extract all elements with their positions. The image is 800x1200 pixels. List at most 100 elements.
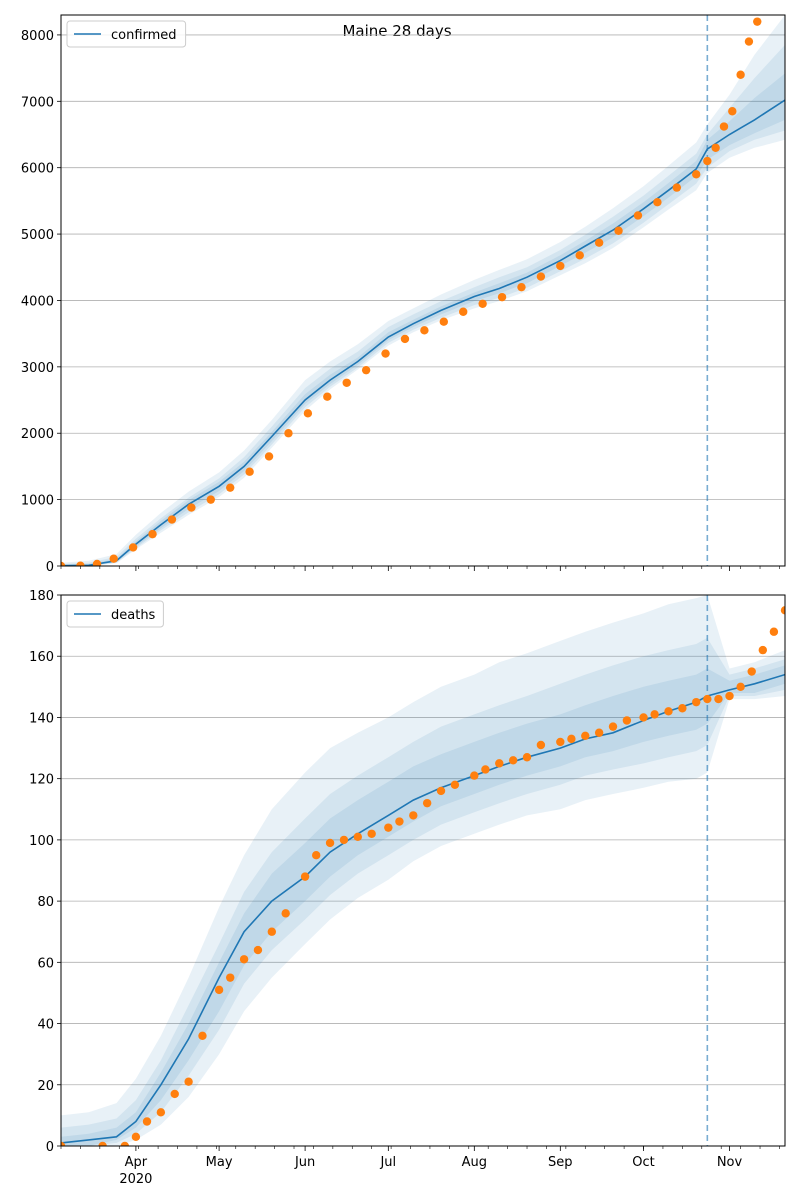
observed-point [339, 835, 349, 845]
uncertainty-band [61, 665, 785, 1146]
observed-point [109, 554, 118, 563]
x-tick-label: Aug [462, 1155, 487, 1170]
observed-point [736, 682, 745, 692]
y-tick-label: 6000 [21, 162, 54, 177]
observed-point [76, 561, 85, 566]
observed-point [633, 211, 643, 220]
observed-point [692, 697, 701, 707]
observed-point [206, 495, 215, 504]
observed-point [367, 829, 376, 838]
y-tick-label: 0 [46, 560, 54, 575]
x-tick-label: Nov [717, 1155, 743, 1170]
y-tick-label: 3000 [21, 361, 54, 376]
y-tick-label: 1000 [21, 494, 54, 509]
legend-label: deaths [111, 608, 156, 623]
y-tick-label: 4000 [21, 294, 54, 309]
observed-point [439, 317, 449, 326]
observed-point [303, 409, 313, 418]
observed-point [312, 850, 321, 860]
observed-point [522, 753, 532, 762]
observed-point [567, 734, 576, 744]
observed-point [581, 731, 590, 741]
confirmed-panel: 0 1000 2000 3000 4000 5000 6000 7000 8000 confirm… [21, 14, 786, 575]
observed-point [353, 832, 363, 842]
observed-point [747, 667, 756, 676]
y-tick-label: 140 [29, 711, 54, 726]
observed-point [281, 909, 290, 918]
x-tick-label: May [206, 1155, 233, 1170]
x-tick-label: Oct [632, 1155, 654, 1170]
observed-point [409, 811, 418, 820]
observed-point [264, 452, 274, 461]
deaths-panel: 0 20 40 60 80 100 120 140 160 180 Apr 2020 May Jun Jul… [29, 589, 786, 1187]
observed-point [342, 378, 351, 387]
observed-point [142, 1117, 152, 1126]
observed-point [728, 107, 737, 116]
observed-point [594, 238, 604, 247]
y-tick-label: 8000 [21, 29, 54, 44]
y-tick-label: 100 [29, 834, 54, 849]
observed-point [556, 737, 565, 747]
observed-point [422, 798, 432, 808]
uncertainty-band [61, 637, 785, 1146]
observed-point [711, 143, 720, 152]
observed-point [323, 392, 332, 401]
observed-point [744, 37, 754, 46]
y-tick-label: 60 [37, 956, 54, 971]
observed-point [594, 728, 604, 737]
x-tick-label: Sep [548, 1155, 573, 1170]
observed-point [214, 985, 224, 995]
observed-point [714, 694, 723, 704]
x-tick-sublabel: 2020 [119, 1172, 152, 1187]
legend: confirmed [66, 20, 187, 48]
observed-point [758, 645, 768, 655]
observed-point [245, 467, 254, 476]
observed-point [436, 786, 446, 796]
observed-point [395, 817, 404, 826]
legend-box [66, 600, 164, 628]
observed-point [239, 955, 249, 964]
observed-point [703, 156, 712, 166]
observed-point [300, 872, 310, 881]
y-tick-label: 80 [37, 895, 54, 910]
observed-point [170, 1089, 179, 1099]
observed-point [650, 710, 659, 719]
observed-point [226, 483, 235, 492]
observed-point [450, 780, 460, 789]
x-tick-label: Apr [125, 1155, 148, 1170]
observed-point [167, 515, 177, 524]
observed-point [128, 543, 138, 552]
observed-point [156, 1108, 166, 1117]
observed-point [508, 756, 518, 765]
observed-point [653, 198, 662, 207]
axes-frame [60, 14, 786, 567]
y-tick-label: 40 [37, 1018, 54, 1033]
y-tick-label: 7000 [21, 95, 54, 110]
observed-point [400, 334, 410, 344]
observed-point [672, 183, 682, 192]
observed-point [736, 70, 745, 79]
legend-box [66, 20, 187, 48]
plot-area [61, 15, 785, 566]
observed-point [61, 1141, 66, 1146]
y-tick-label: 20 [37, 1079, 54, 1094]
figure-title: Maine 28 days [342, 22, 451, 40]
observed-point [780, 606, 785, 615]
observed-point [148, 529, 157, 539]
observed-point [622, 716, 632, 725]
uncertainty-band [61, 595, 785, 1146]
observed-point [120, 1141, 129, 1146]
legend: deaths [66, 600, 164, 628]
observed-point [420, 326, 429, 335]
observed-point [536, 272, 546, 281]
observed-point [692, 170, 701, 179]
uncertainty-band [61, 15, 785, 566]
observed-point [61, 561, 66, 566]
x-tick-label: Jul [379, 1155, 396, 1170]
observed-point [575, 251, 584, 260]
observed-point [725, 691, 734, 701]
observed-point [284, 429, 293, 438]
observed-point [614, 226, 623, 235]
observed-point [361, 365, 371, 375]
